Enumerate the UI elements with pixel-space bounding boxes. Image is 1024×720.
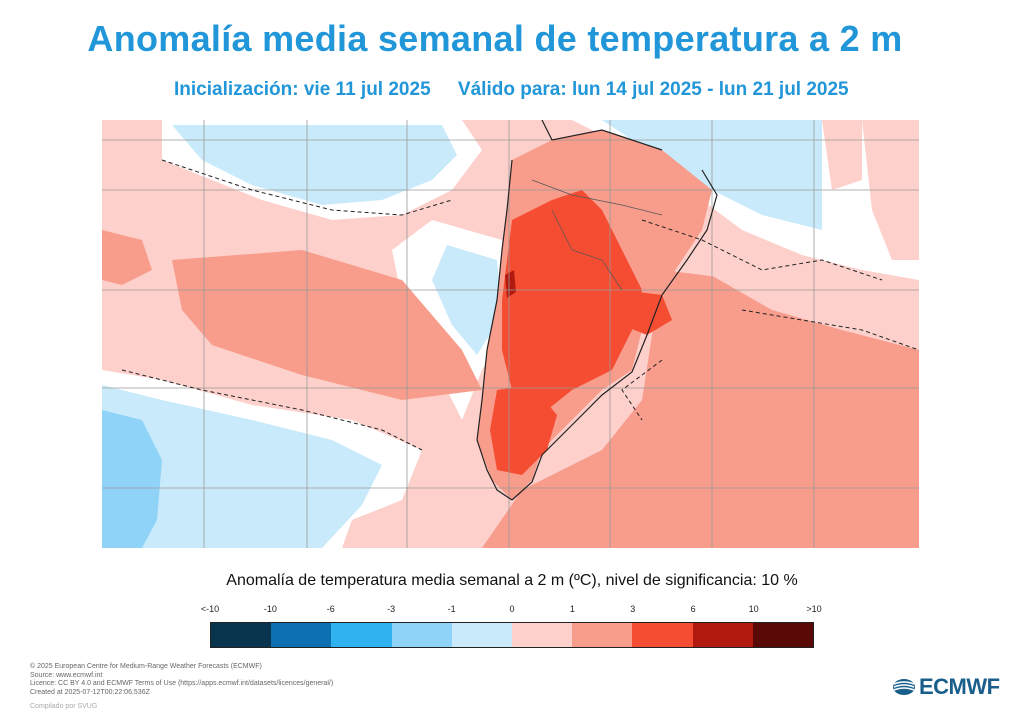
legend-swatch	[632, 623, 693, 647]
legend-swatch	[331, 623, 392, 647]
warm-core	[502, 190, 642, 430]
anomaly-map	[102, 120, 919, 548]
legend-swatch	[391, 623, 452, 647]
strong-anomaly-spot	[505, 270, 516, 298]
graticule	[102, 120, 919, 548]
ecmwf-logo-text: ECMWF	[919, 674, 1000, 699]
legend-title: Anomalía de temperatura media semanal a …	[226, 572, 798, 589]
color-legend	[210, 622, 814, 648]
legend-swatch	[271, 623, 332, 647]
footer-line: Licence: CC BY 4.0 and ECMWF Terms of Us…	[30, 680, 334, 688]
legend-tick-label: 1	[569, 604, 575, 614]
footer-credits: © 2025 European Centre for Medium-Range …	[30, 663, 333, 697]
positive-area	[172, 250, 482, 400]
warm-core-south	[490, 385, 557, 475]
map-svg	[102, 120, 919, 548]
legend-tick-label: -1	[447, 604, 456, 614]
coastline	[476, 120, 718, 501]
ecmwf-logo: ECMWF	[892, 674, 1000, 700]
legend-tick-label: <-10	[200, 604, 220, 614]
footer-line: Source: www.ecmwf.int	[30, 671, 103, 679]
page-title: Anomalía media semanal de temperatura a …	[87, 18, 903, 59]
legend-swatch	[451, 623, 513, 647]
legend-tick-label: 10	[748, 604, 759, 614]
positive-area	[822, 120, 862, 190]
footer-line: © 2025 European Centre for Medium-Range …	[30, 663, 262, 670]
legend-tick-label: 0	[509, 604, 515, 614]
legend-tick-label: -3	[387, 604, 396, 614]
init-date: Inicialización: vie 11 jul 2025	[174, 79, 431, 100]
positive-area	[102, 230, 152, 285]
legend-tick-label: 6	[690, 604, 696, 614]
country-borders	[531, 179, 663, 291]
valid-period: Válido para: lun 14 jul 2025 - lun 21 ju…	[457, 79, 849, 100]
subtitle: Inicialización: vie 11 jul 2025 Válido p…	[174, 79, 871, 101]
legend-swatch	[512, 623, 573, 647]
significance-contours	[121, 159, 919, 451]
negative-area	[102, 385, 382, 548]
negative-area	[432, 245, 502, 355]
legend-tick-label: -10	[263, 604, 277, 614]
legend-swatch	[572, 623, 633, 647]
legend-swatch	[211, 623, 272, 647]
legend-tick-label: -6	[326, 604, 335, 614]
positive-area	[482, 270, 919, 548]
legend-tick-label: >10	[806, 604, 822, 614]
negative-strong-area	[102, 410, 162, 548]
negative-area	[172, 125, 457, 205]
ecmwf-logo-icon	[893, 679, 915, 695]
legend-swatch	[752, 623, 814, 647]
footer-line: Created at 2025-07-12T00:22:06.536Z	[30, 688, 150, 696]
footer-credit: Compilado por SVUG	[30, 703, 98, 710]
legend-swatch	[692, 623, 753, 647]
legend-tick-label: 3	[630, 604, 636, 614]
